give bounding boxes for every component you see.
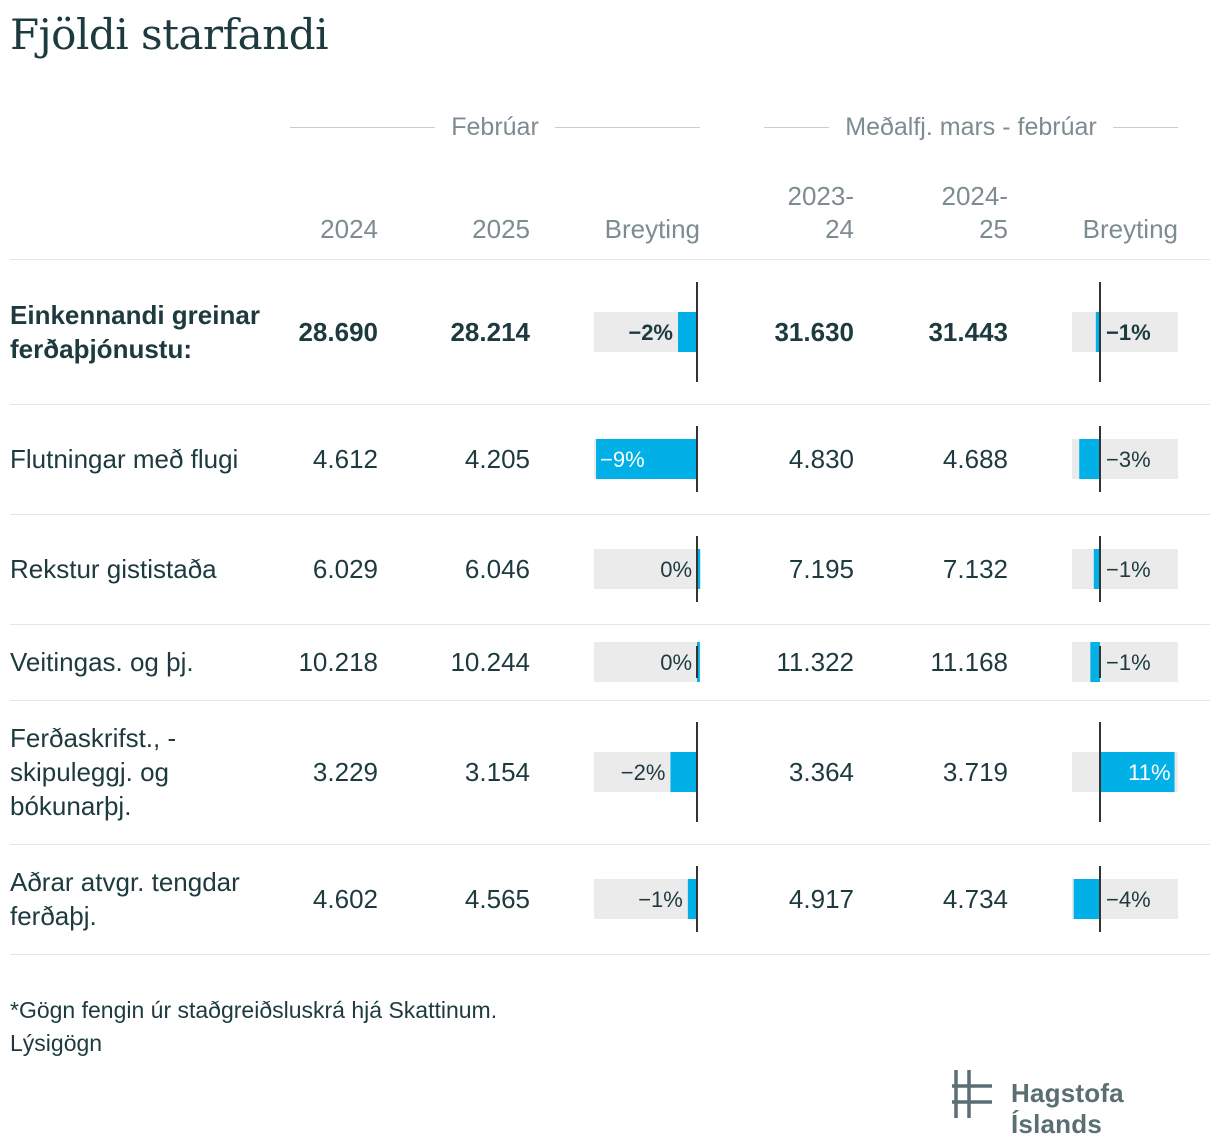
footnote-text: *Gögn fengin úr staðgreiðsluskrá hjá Ska…: [10, 997, 498, 1023]
change-label: −4%: [1106, 887, 1151, 912]
column-header-2024: 2024: [218, 176, 378, 246]
hagstofa-logo-icon: [952, 1070, 992, 1118]
cell-avg-2024-25: 7.132: [942, 553, 1008, 584]
cell-avg-2024-25: 3.719: [942, 756, 1008, 787]
metadata-link[interactable]: Lýsigögn: [10, 1030, 103, 1056]
cell-avg-2023-24: 7.195: [788, 553, 854, 584]
row-label: Flutningar með flugi: [10, 444, 239, 474]
group-header-rule: [764, 126, 830, 128]
row-label: Ferðaskrifst., -skipuleggj. og bókunarþj…: [10, 723, 177, 821]
cell-avg-2023-24: 4.917: [788, 883, 854, 914]
cell-feb-2024: 4.612: [312, 443, 378, 474]
row-divider: [10, 954, 1210, 955]
cell-avg-2023-24: 31.630: [774, 316, 854, 347]
row-divider: [10, 624, 1210, 625]
cell-feb-2024: 3.229: [312, 756, 378, 787]
row-divider: [10, 404, 1210, 405]
column-header-label: 2024: [320, 214, 378, 244]
group-header-rule: [554, 126, 701, 128]
column-header-label: Breyting: [604, 214, 700, 244]
cell-avg-2024-25: 4.688: [942, 443, 1008, 474]
column-header-2025: 2025: [370, 176, 530, 246]
change-label: −1%: [1106, 650, 1151, 675]
column-header-label: 24: [825, 214, 854, 244]
column-header-2024-25: 2024- 25: [848, 176, 1009, 246]
change-bar: [1095, 312, 1100, 352]
column-header-label: 2025: [472, 214, 530, 244]
cell-feb-2025: 4.565: [464, 883, 530, 914]
change-label: −2%: [628, 320, 673, 345]
row-divider: [10, 514, 1210, 515]
change-bar: [670, 752, 697, 792]
logo-text: Hagstofa Íslands: [1011, 1078, 1124, 1139]
change-label: −3%: [1106, 447, 1151, 472]
group-header-rule: [290, 126, 436, 128]
change-bar: [678, 312, 697, 352]
change-bar-background: [1072, 549, 1178, 589]
cell-feb-2025: 6.046: [464, 553, 530, 584]
cell-feb-2025: 4.205: [464, 443, 530, 474]
column-header-change-feb: Breyting: [540, 176, 700, 246]
row-label: Aðrar atvgr. tengdar ferðaþj.: [10, 867, 240, 931]
cell-avg-2023-24: 3.364: [788, 756, 854, 787]
column-header-2023-24: 2023- 24: [694, 176, 855, 246]
cell-feb-2025: 28.214: [450, 316, 530, 347]
change-bar: [596, 439, 697, 479]
change-bar: [1100, 752, 1175, 792]
column-header-label: Breyting: [1082, 214, 1178, 244]
group-header-label: Meðalfj. mars - febrúar: [845, 112, 1097, 141]
row-divider: [10, 259, 1210, 260]
column-header-label: 25: [979, 214, 1008, 244]
change-bar: [697, 642, 700, 682]
cell-avg-2024-25: 11.168: [930, 646, 1008, 677]
cell-feb-2024: 10.218: [298, 646, 378, 677]
row-label: Rekstur gististaða: [10, 554, 217, 584]
change-bar: [1090, 642, 1100, 682]
change-bar: [687, 879, 697, 919]
change-bar-background: [594, 549, 697, 589]
change-label: −9%: [600, 447, 645, 472]
column-header-label: 2023-: [787, 181, 855, 211]
column-header-label: 2024-: [941, 181, 1009, 211]
change-bar-background: [1072, 312, 1178, 352]
footnote: *Gögn fengin úr staðgreiðsluskrá hjá Ska…: [10, 994, 497, 1060]
column-header-change-avg: Breyting: [1018, 176, 1178, 246]
cell-avg-2023-24: 4.830: [788, 443, 854, 474]
row-divider: [10, 844, 1210, 845]
row-divider: [10, 700, 1210, 701]
cell-avg-2024-25: 31.443: [928, 316, 1008, 347]
change-label: −1%: [638, 887, 683, 912]
row-label: Veitingas. og þj.: [10, 647, 194, 677]
change-bar: [1073, 879, 1100, 919]
chart-title: Fjöldi starfandi: [10, 10, 329, 59]
change-bar-background: [594, 879, 697, 919]
group-header-label: Febrúar: [451, 112, 539, 141]
change-bar: [1093, 549, 1100, 589]
change-bar-background: [594, 642, 697, 682]
change-bar-background: [1072, 642, 1178, 682]
cell-feb-2024: 6.029: [312, 553, 378, 584]
group-header-februar: Febrúar: [290, 110, 701, 144]
change-label: 0%: [660, 557, 692, 582]
change-label: −2%: [621, 760, 666, 785]
change-label: 11%: [1128, 760, 1170, 785]
cell-feb-2025: 3.154: [464, 756, 530, 787]
change-label: 0%: [660, 650, 692, 675]
cell-feb-2025: 10.244: [450, 646, 530, 677]
row-label: Einkennandi greinar ferðaþjónustu:: [10, 300, 260, 364]
cell-feb-2024: 4.602: [312, 883, 378, 914]
change-bar: [1079, 439, 1100, 479]
change-label: −1%: [1106, 557, 1151, 582]
change-bar: [697, 549, 701, 589]
group-header-average: Meðalfj. mars - febrúar: [764, 110, 1178, 144]
cell-feb-2024: 28.690: [298, 316, 378, 347]
group-header-rule: [1112, 126, 1178, 128]
cell-avg-2023-24: 11.322: [776, 646, 854, 677]
change-label: −1%: [1106, 320, 1151, 345]
cell-avg-2024-25: 4.734: [942, 883, 1008, 914]
